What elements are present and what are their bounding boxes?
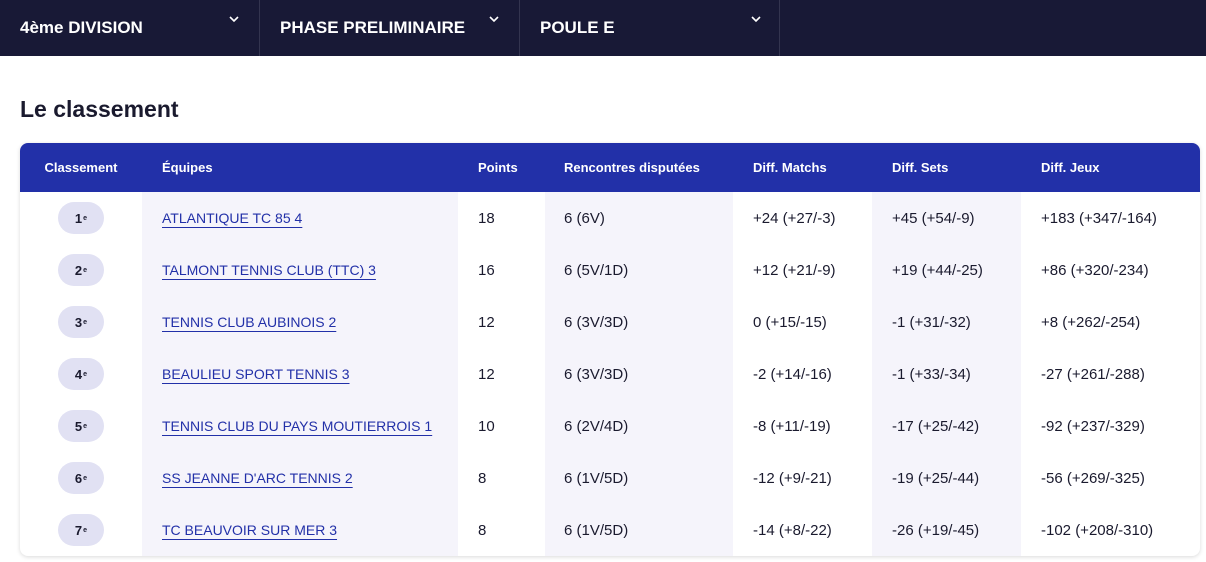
chevron-down-icon bbox=[489, 16, 499, 23]
diff-jeux: -92 (+237/-329) bbox=[1041, 417, 1145, 435]
rank: 6 bbox=[74, 470, 83, 486]
rank-suffix: e bbox=[83, 318, 88, 326]
played: 6 (6V) bbox=[545, 192, 733, 244]
points: 16 bbox=[478, 261, 495, 279]
division-select[interactable]: 4ème DIVISION bbox=[0, 0, 260, 56]
phase-label: PHASE PRELIMINAIRE bbox=[280, 18, 466, 37]
rank-suffix: e bbox=[83, 214, 88, 222]
points: 8 bbox=[478, 521, 487, 539]
col-header-diff-matchs: Diff. Matchs bbox=[753, 160, 827, 175]
diff-jeux: -56 (+269/-325) bbox=[1041, 469, 1145, 487]
col-header-diff-sets: Diff. Sets bbox=[892, 160, 949, 175]
points: 18 bbox=[478, 209, 495, 227]
rank: 7 bbox=[74, 522, 83, 538]
diff-matchs: -12 (+9/-21) bbox=[753, 469, 832, 487]
poule-select[interactable]: POULE E bbox=[520, 0, 780, 56]
table-header: Classement Équipes Points Rencontres dis… bbox=[20, 143, 1200, 192]
rank-suffix: e bbox=[83, 474, 88, 482]
standings-table: Classement Équipes Points Rencontres dis… bbox=[20, 143, 1200, 556]
diff-matchs: -8 (+11/-19) bbox=[753, 417, 831, 435]
col-header-diff-jeux: Diff. Jeux bbox=[1041, 160, 1100, 175]
division-label: 4ème DIVISION bbox=[20, 18, 143, 37]
rank-suffix: e bbox=[83, 422, 88, 430]
rank-suffix: e bbox=[83, 526, 88, 534]
phase-select[interactable]: PHASE PRELIMINAIRE bbox=[260, 0, 520, 56]
diff-sets: -17 (+25/-42) bbox=[872, 400, 1021, 452]
diff-jeux: +86 (+320/-234) bbox=[1041, 261, 1149, 279]
played: 6 (1V/5D) bbox=[545, 504, 733, 556]
team-link[interactable]: ATLANTIQUE TC 85 4 bbox=[162, 210, 303, 226]
diff-jeux: +8 (+262/-254) bbox=[1041, 313, 1141, 331]
diff-sets: +19 (+44/-25) bbox=[872, 244, 1021, 296]
diff-jeux: -102 (+208/-310) bbox=[1041, 521, 1154, 539]
rank: 2 bbox=[74, 262, 83, 278]
rank-suffix: e bbox=[83, 266, 88, 274]
diff-matchs: -14 (+8/-22) bbox=[753, 521, 832, 539]
team-link[interactable]: TENNIS CLUB DU PAYS MOUTIERROIS 1 bbox=[162, 418, 433, 434]
points: 12 bbox=[478, 365, 495, 383]
rank: 4 bbox=[74, 366, 83, 382]
played: 6 (5V/1D) bbox=[545, 244, 733, 296]
diff-matchs: 0 (+15/-15) bbox=[753, 313, 827, 331]
poule-label: POULE E bbox=[540, 18, 615, 37]
diff-sets: +45 (+54/-9) bbox=[872, 192, 1021, 244]
col-header-team: Équipes bbox=[162, 160, 213, 175]
filter-bar: 4ème DIVISION PHASE PRELIMINAIRE POULE E bbox=[0, 0, 1206, 56]
played: 6 (3V/3D) bbox=[545, 296, 733, 348]
diff-matchs: +12 (+21/-9) bbox=[753, 261, 836, 279]
col-header-rank: Classement bbox=[44, 160, 118, 175]
team-link[interactable]: TC BEAUVOIR SUR MER 3 bbox=[162, 522, 338, 538]
col-header-played: Rencontres disputées bbox=[564, 160, 700, 175]
page-title: Le classement bbox=[20, 96, 179, 122]
diff-matchs: -2 (+14/-16) bbox=[753, 365, 832, 383]
points: 10 bbox=[478, 417, 495, 435]
played: 6 (2V/4D) bbox=[545, 400, 733, 452]
team-link[interactable]: TALMONT TENNIS CLUB (TTC) 3 bbox=[162, 262, 376, 278]
rank: 1 bbox=[74, 210, 83, 226]
team-link[interactable]: BEAULIEU SPORT TENNIS 3 bbox=[162, 366, 350, 382]
points: 12 bbox=[478, 313, 495, 331]
diff-jeux: +183 (+347/-164) bbox=[1041, 209, 1157, 227]
team-link[interactable]: SS JEANNE D'ARC TENNIS 2 bbox=[162, 470, 353, 486]
col-header-points: Points bbox=[478, 160, 518, 175]
rank: 5 bbox=[74, 418, 83, 434]
points: 8 bbox=[478, 469, 487, 487]
played: 6 (3V/3D) bbox=[545, 348, 733, 400]
diff-sets: -19 (+25/-44) bbox=[872, 452, 1021, 504]
rank: 3 bbox=[74, 314, 83, 330]
played: 6 (1V/5D) bbox=[545, 452, 733, 504]
diff-jeux: -27 (+261/-288) bbox=[1041, 365, 1145, 383]
team-link[interactable]: TENNIS CLUB AUBINOIS 2 bbox=[162, 314, 337, 330]
rank-suffix: e bbox=[83, 370, 88, 378]
diff-matchs: +24 (+27/-3) bbox=[753, 209, 836, 227]
diff-sets: -26 (+19/-45) bbox=[872, 504, 1021, 556]
diff-sets: -1 (+31/-32) bbox=[872, 296, 1021, 348]
chevron-down-icon bbox=[751, 16, 761, 23]
diff-sets: -1 (+33/-34) bbox=[872, 348, 1021, 400]
chevron-down-icon bbox=[229, 16, 239, 23]
